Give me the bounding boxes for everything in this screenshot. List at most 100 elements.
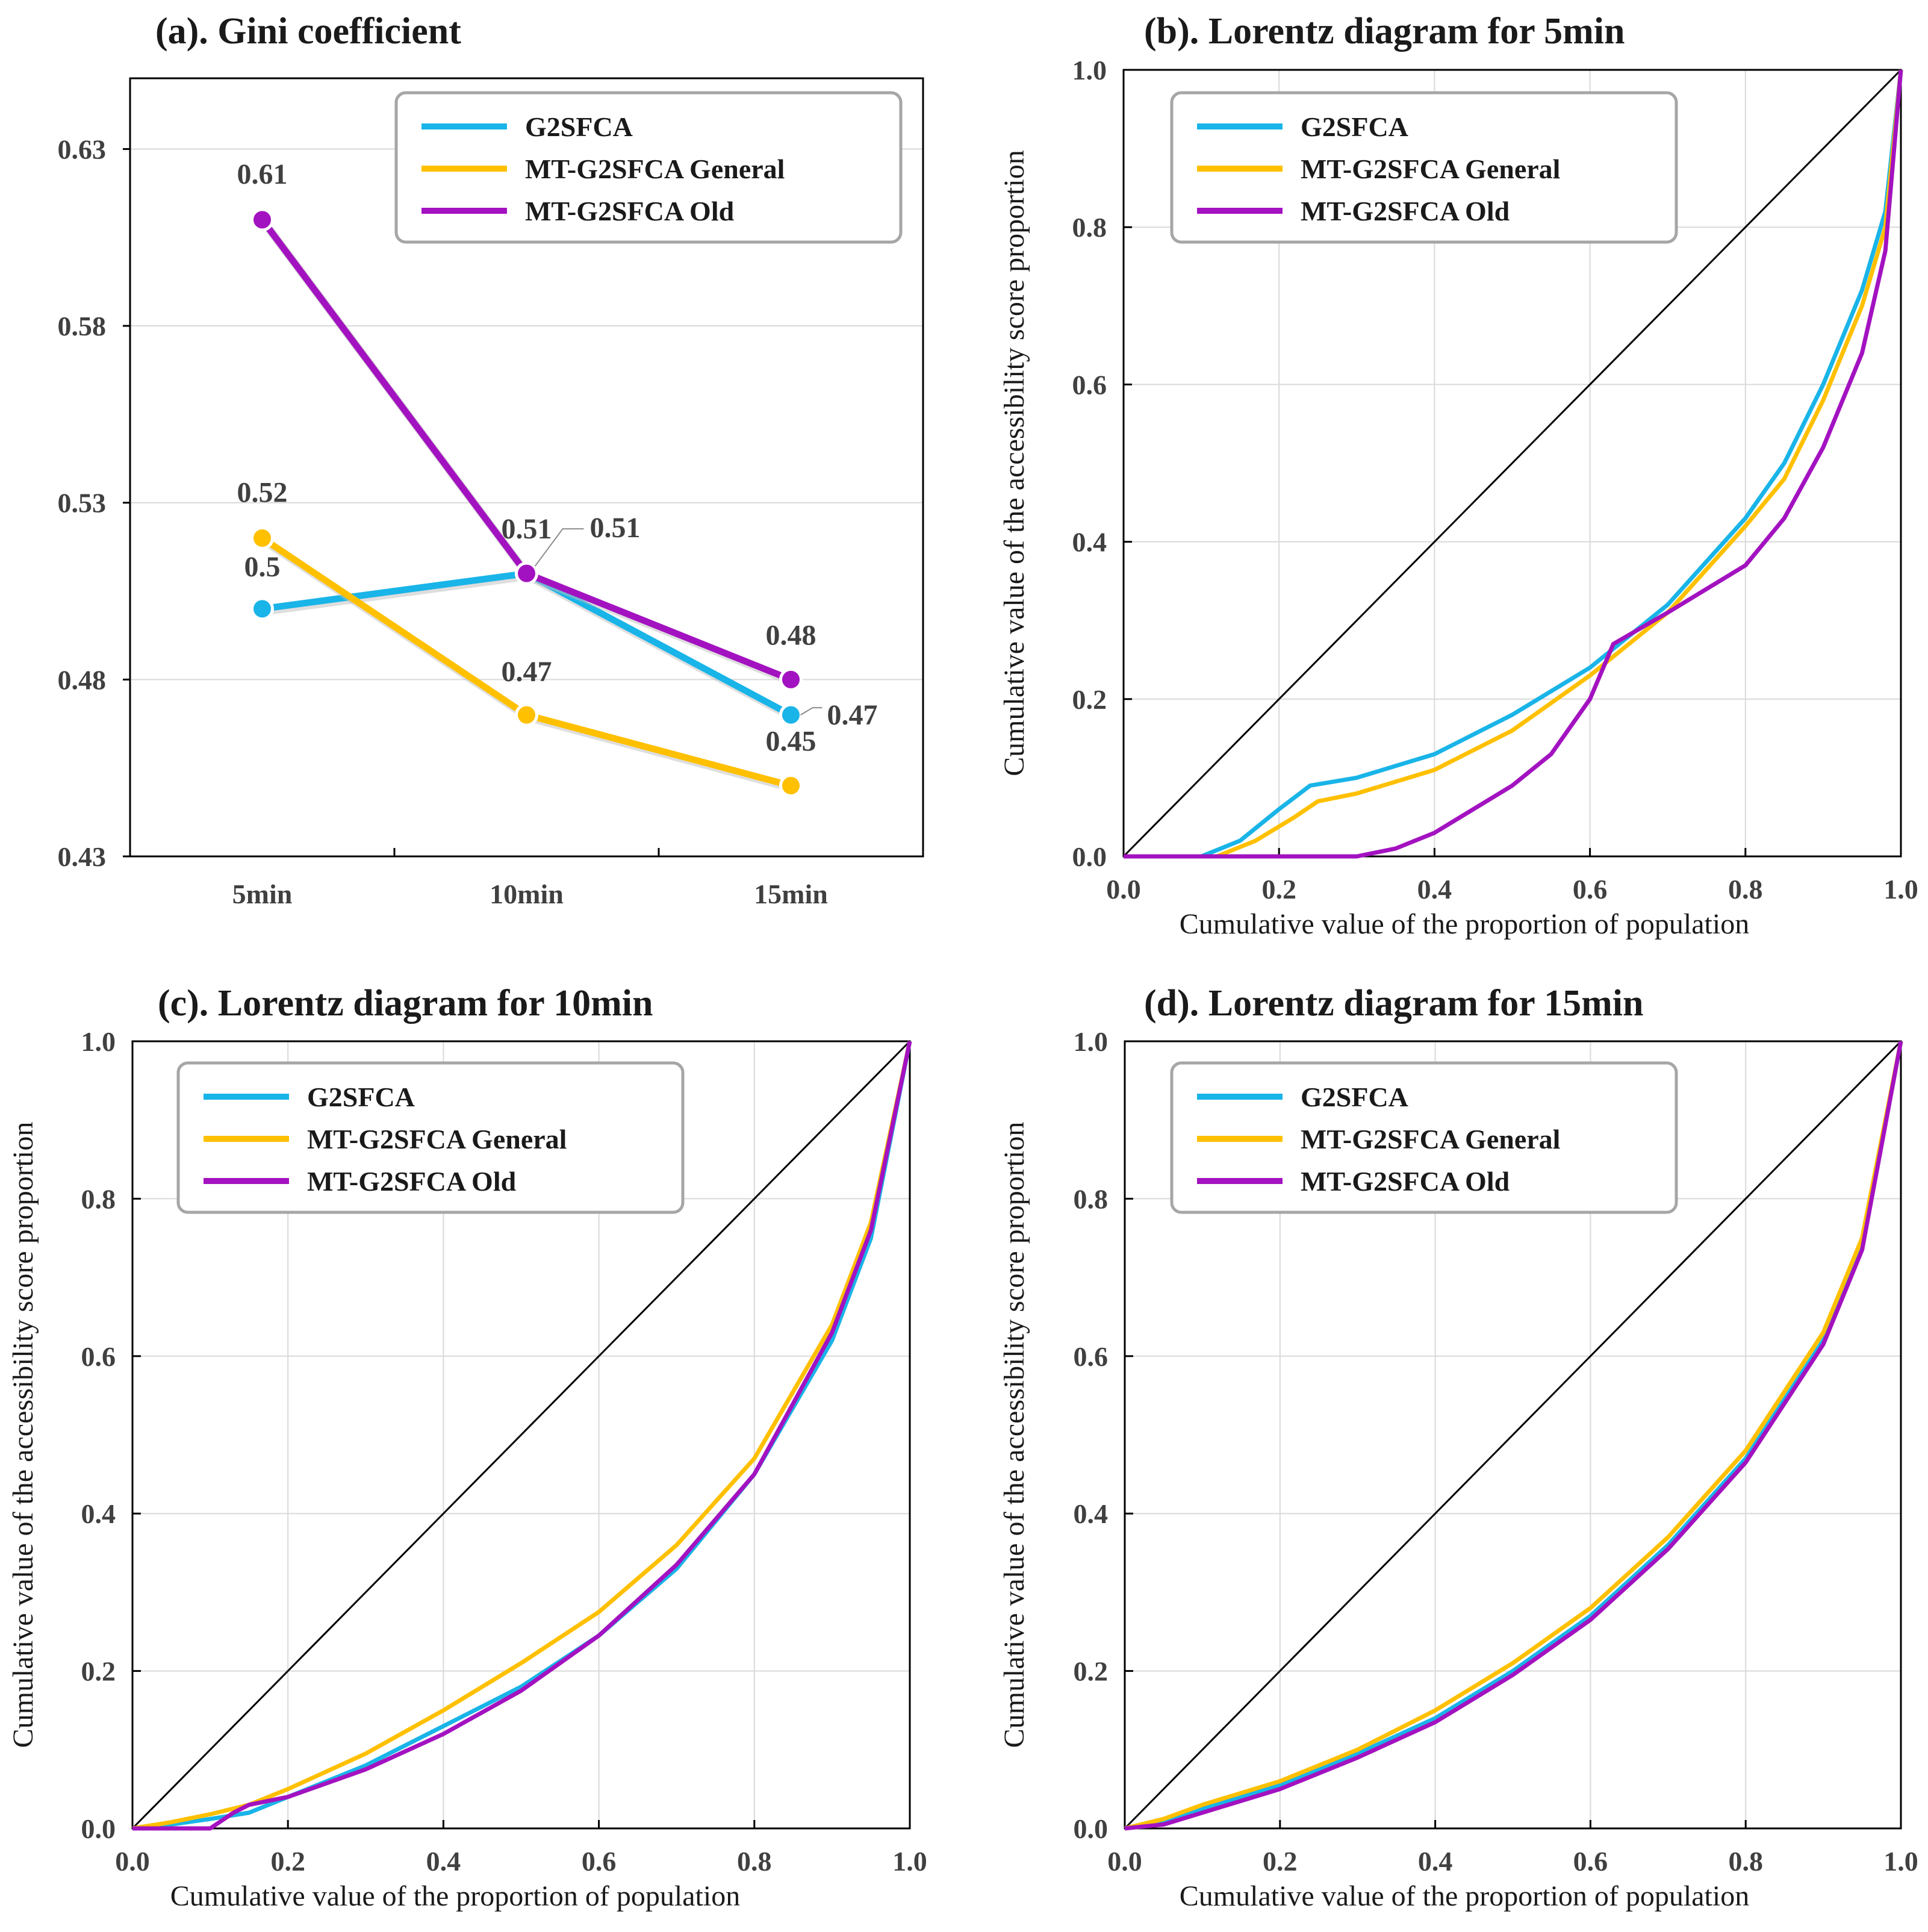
x-tick-label: 1.0 bbox=[892, 1846, 927, 1877]
panel-d-lorentz-15min: (d). Lorentz diagram for 15min 0.00.0 0.2 0… bbox=[998, 983, 1918, 1912]
y-axis-label: Cumulative value of the accessibility sc… bbox=[998, 150, 1030, 776]
y-tick-label: 0.43 bbox=[58, 841, 107, 872]
lorentz-curve bbox=[1124, 1041, 1903, 1831]
y-tick-label: 0.8 bbox=[1074, 1183, 1109, 1214]
data-point bbox=[779, 703, 803, 727]
data-point bbox=[515, 703, 538, 727]
x-tick-label: 0.0 bbox=[115, 1846, 150, 1877]
x-tick-label: 0.4 bbox=[1417, 874, 1452, 905]
series-line-shadow bbox=[260, 219, 795, 686]
x-tick-label: 0.0 bbox=[1106, 874, 1141, 905]
legend: G2SFCA MT-G2SFCA General MT-G2SFCA Old bbox=[1170, 1061, 1678, 1214]
legend-label: MT-G2SFCA Old bbox=[307, 1166, 517, 1197]
x-tick-label: 0.4 bbox=[1418, 1846, 1453, 1877]
chart-title: (c). Lorentz diagram for 10min bbox=[158, 983, 653, 1024]
legend-box bbox=[1170, 91, 1678, 244]
data-point bbox=[250, 208, 274, 232]
data-point bbox=[779, 667, 803, 691]
y-tick-label: 0.6 bbox=[81, 1341, 116, 1372]
legend: G2SFCA MT-G2SFCA General MT-G2SFCA Old bbox=[1170, 91, 1678, 244]
plot-frame bbox=[1124, 1040, 1902, 1830]
y-tick-label: 0.2 bbox=[1074, 1656, 1109, 1687]
y-tick-label: 0.0 bbox=[1072, 841, 1107, 872]
lorentz-curve bbox=[132, 1041, 912, 1831]
legend-label: G2SFCA bbox=[525, 111, 633, 142]
y-tick-label: 0.4 bbox=[1074, 1498, 1109, 1529]
data-point bbox=[515, 561, 538, 585]
equality-line bbox=[1124, 1040, 1902, 1830]
plot-frame bbox=[1122, 69, 1902, 858]
panel-a-gini-coefficient: (a). Gini coefficient 0.43 0.48 0.53 0.58 0.6… bbox=[58, 11, 924, 909]
y-tick-label: 0.2 bbox=[81, 1656, 116, 1687]
chart-title: (d). Lorentz diagram for 15min bbox=[1144, 983, 1643, 1024]
lorentz-curve bbox=[1124, 69, 1903, 859]
data-label: 0.5 bbox=[244, 551, 281, 583]
y-tick-label: 0.63 bbox=[58, 134, 107, 164]
series-line bbox=[259, 216, 794, 683]
data-point bbox=[250, 597, 274, 621]
y-tick-label: 0.4 bbox=[81, 1498, 116, 1529]
y-tick-label: 0.58 bbox=[58, 311, 107, 341]
y-tick-label: 0.48 bbox=[58, 664, 107, 695]
legend-box bbox=[1170, 1061, 1678, 1214]
x-tick-label: 5min bbox=[232, 879, 293, 909]
y-axis-label: Cumulative value of the accessibility sc… bbox=[7, 1122, 39, 1748]
y-tick-label: 1.0 bbox=[1072, 55, 1107, 86]
data-label: 0.47 bbox=[827, 699, 878, 731]
data-label: 0.52 bbox=[237, 476, 288, 508]
x-tick-label: 1.0 bbox=[1883, 1846, 1918, 1877]
y-tick-label: 0.2 bbox=[1072, 684, 1107, 715]
x-tick-label: 0.8 bbox=[1728, 1846, 1763, 1877]
y-tick-label: 1.0 bbox=[81, 1026, 116, 1057]
y-tick-label: 0.6 bbox=[1074, 1341, 1109, 1372]
data-label: 0.47 bbox=[502, 656, 552, 688]
legend: G2SFCA MT-G2SFCA General MT-G2SFCA Old bbox=[176, 1061, 685, 1214]
data-label: 0.61 bbox=[237, 158, 288, 190]
legend-box bbox=[176, 1061, 685, 1214]
y-tick-label: 0.6 bbox=[1072, 369, 1107, 400]
chart-title: (b). Lorentz diagram for 5min bbox=[1144, 11, 1625, 52]
plot-frame bbox=[129, 77, 924, 858]
data-label-leader bbox=[534, 528, 584, 567]
x-tick-label: 0.6 bbox=[1573, 874, 1608, 905]
legend-label: MT-G2SFCA Old bbox=[525, 196, 735, 226]
x-tick-label: 0.4 bbox=[426, 1846, 461, 1877]
y-tick-label: 1.0 bbox=[1074, 1026, 1109, 1057]
data-label: 0.48 bbox=[766, 619, 816, 651]
legend-label: G2SFCA bbox=[1301, 1082, 1408, 1112]
legend-label: G2SFCA bbox=[307, 1082, 415, 1112]
legend-label: MT-G2SFCA General bbox=[1301, 154, 1560, 184]
y-tick-label: 0.53 bbox=[58, 488, 107, 519]
x-tick-label: 0.2 bbox=[1261, 874, 1296, 905]
data-label: 0.45 bbox=[766, 726, 816, 758]
x-tick-label: 10min bbox=[490, 879, 564, 909]
data-point bbox=[779, 774, 803, 798]
legend-box bbox=[394, 91, 903, 244]
legend-label: MT-G2SFCA Old bbox=[1301, 196, 1510, 226]
data-label: 0.51 bbox=[590, 512, 641, 544]
x-axis-label: Cumulative value of the proportion of po… bbox=[1180, 908, 1749, 940]
lorentz-curve bbox=[1124, 1041, 1903, 1831]
y-tick-label: 0.4 bbox=[1072, 527, 1107, 558]
legend-label: MT-G2SFCA General bbox=[307, 1124, 567, 1155]
x-axis-label: Cumulative value of the proportion of po… bbox=[1180, 1880, 1749, 1912]
x-tick-label: 1.0 bbox=[1883, 874, 1918, 905]
x-tick-label: 0.8 bbox=[1728, 874, 1763, 905]
y-tick-label: 0.8 bbox=[81, 1183, 116, 1214]
y-axis-label: Cumulative value of the accessibility sc… bbox=[998, 1122, 1030, 1748]
x-tick-label: 0.2 bbox=[270, 1846, 305, 1877]
data-point bbox=[250, 526, 274, 550]
equality-line bbox=[1122, 69, 1902, 858]
legend-label: G2SFCA bbox=[1301, 111, 1408, 142]
y-tick-label: 0.8 bbox=[1072, 212, 1107, 243]
lorentz-curve bbox=[132, 1041, 912, 1831]
legend-label: MT-G2SFCA General bbox=[1301, 1124, 1560, 1155]
legend: G2SFCA MT-G2SFCA General MT-G2SFCA Old bbox=[394, 91, 903, 244]
y-tick-label: 0.0 bbox=[1074, 1813, 1109, 1844]
lorentz-curve bbox=[132, 1041, 912, 1831]
legend-label: MT-G2SFCA General bbox=[525, 154, 785, 184]
x-axis-label: Cumulative value of the proportion of po… bbox=[170, 1880, 740, 1912]
y-tick-label: 0.0 bbox=[81, 1813, 116, 1844]
panel-c-lorentz-10min: (c). Lorentz diagram for 10min 0.00.0 0.2 0… bbox=[7, 983, 927, 1912]
